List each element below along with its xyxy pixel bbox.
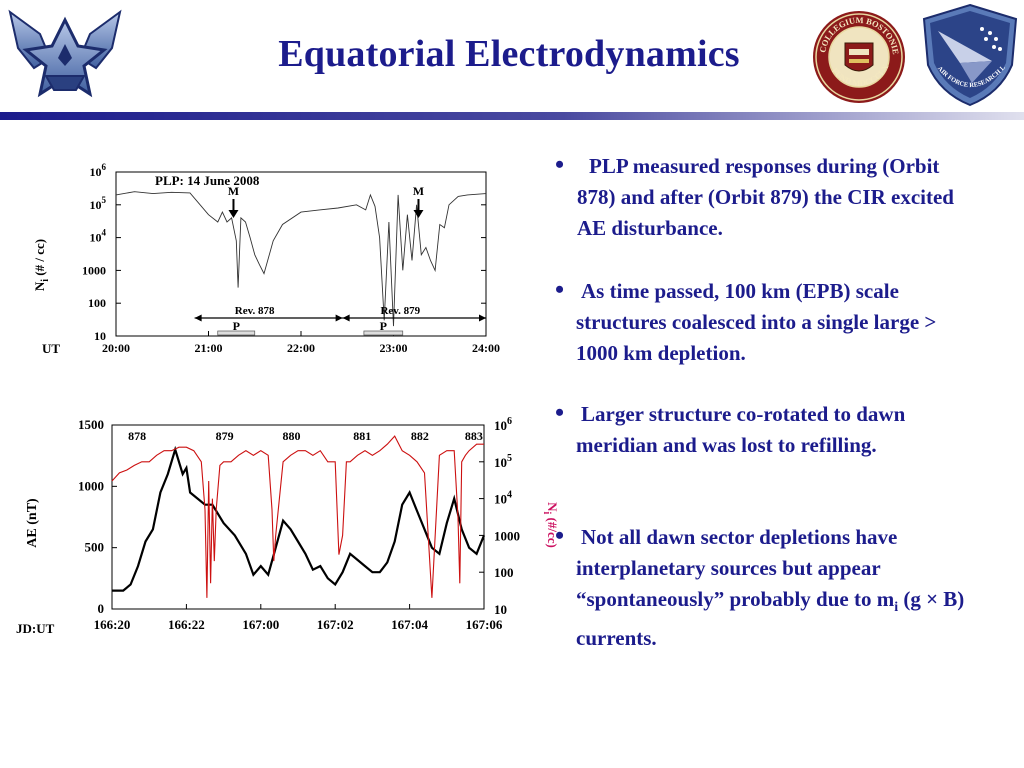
- orbit-label: 882: [411, 429, 429, 443]
- x-tick-label: 166:22: [168, 617, 205, 632]
- revolution-arrowhead: [194, 314, 202, 322]
- bullet-text: As time passed, 100 km (EPB) scale struc…: [576, 279, 937, 365]
- y-tick-label: 105: [90, 195, 107, 212]
- bullet-dot-icon: •: [555, 150, 565, 179]
- x-tick-label: 20:00: [102, 341, 130, 355]
- ae-trace: [112, 445, 486, 592]
- y-tick-label: 1000: [78, 478, 104, 493]
- x-tick-label: 23:00: [380, 341, 408, 355]
- bullet-dot-icon: •: [555, 521, 565, 550]
- orbit-label: 883: [465, 429, 483, 443]
- pass-bar: [217, 330, 256, 336]
- event-marker-label: M: [228, 184, 239, 198]
- pass-marker-label: P: [380, 319, 387, 333]
- y2-tick-label: 106: [494, 416, 512, 433]
- x-axis-label: JD:UT: [16, 621, 55, 636]
- y-axis-label: AE (nT): [25, 498, 40, 548]
- x-axis-label: UT: [42, 341, 60, 356]
- boston-college-seal: COLLEGIUM BOSTONIENSE FUND MDCCCLXIII: [811, 9, 905, 103]
- pass-marker-label: P: [233, 319, 240, 333]
- density-trace: [115, 191, 487, 327]
- revolution-label: Rev. 879: [380, 305, 420, 317]
- revolution-arrowhead: [342, 314, 350, 322]
- y-tick-label: 106: [90, 162, 107, 179]
- bullet-3: • Larger structure co-rotated to dawn me…: [555, 398, 975, 461]
- bullet-1: • PLP measured responses during (Orbit 8…: [555, 150, 975, 244]
- y-tick-label: 1000: [82, 263, 106, 277]
- revolution-label: Rev. 878: [235, 305, 275, 317]
- revolution-arrowhead: [335, 314, 343, 322]
- y2-tick-label: 1000: [494, 528, 520, 543]
- bullet-text: Not all dawn sector depletions have inte…: [576, 525, 898, 611]
- y-tick-label: 0: [98, 601, 105, 616]
- y2-axis-label: Ni (#/cc): [541, 502, 560, 548]
- orbit-label: 878: [128, 429, 146, 443]
- orbit-label: 881: [353, 429, 371, 443]
- header-divider: [0, 112, 1024, 120]
- bullet-dot-icon: •: [555, 398, 565, 427]
- bullet-text-tail: (g × B) currents.: [576, 587, 965, 651]
- plot-frame: [111, 424, 485, 610]
- x-tick-label: 24:00: [472, 341, 500, 355]
- bullet-dot-icon: •: [555, 275, 565, 304]
- chart-title: PLP: 14 June 2008: [155, 173, 260, 188]
- x-tick-label: 167:02: [317, 617, 354, 632]
- bullet-text: PLP measured responses during (Orbit 878…: [577, 154, 954, 240]
- x-tick-label: 167:04: [391, 617, 428, 632]
- x-tick-label: 21:00: [195, 341, 223, 355]
- y2-tick-label: 104: [494, 490, 512, 507]
- orbit-label: 879: [216, 429, 234, 443]
- x-tick-label: 167:00: [242, 617, 279, 632]
- x-tick-label: 166:20: [94, 617, 131, 632]
- plot-frame: [115, 171, 487, 337]
- event-marker-arrowhead: [228, 210, 239, 218]
- plp-density-chart: 10 100 1000 104 105 106 20:00 21:00 22:00 23:00 24…: [32, 162, 500, 356]
- event-marker-arrowhead: [413, 210, 424, 218]
- y-tick-label: 500: [85, 540, 105, 555]
- y-tick-label: 1500: [78, 417, 104, 432]
- bullet-text: Larger structure co-rotated to dawn meri…: [576, 402, 906, 457]
- us-air-force-wings-logo: [8, 9, 122, 98]
- air-force-research-laboratory-logo: AIR FORCE RESEARCH LABORATORY: [920, 3, 1018, 107]
- y-tick-label: 104: [90, 228, 107, 245]
- x-tick-label: 167:06: [466, 617, 503, 632]
- bullet-2: • As time passed, 100 km (EPB) scale str…: [555, 275, 975, 369]
- y-tick-label: 10: [94, 329, 106, 343]
- event-marker-label: M: [413, 184, 424, 198]
- y2-tick-label: 100: [494, 565, 514, 580]
- ae-density-chart: 0 500 1000 1500 10 100 1000 104 105 106 166:20 166:…: [16, 416, 560, 636]
- revolution-arrowhead: [479, 314, 486, 322]
- page-title: Equatorial Electrodynamics: [278, 33, 740, 75]
- orbit-label: 880: [283, 429, 301, 443]
- density-trace: [111, 435, 484, 598]
- bullet-4: • Not all dawn sector depletions have in…: [555, 521, 975, 654]
- y-tick-label: 100: [88, 296, 106, 310]
- y-axis-label: Ni (# / cc): [32, 239, 51, 291]
- x-tick-label: 22:00: [287, 341, 315, 355]
- y2-tick-label: 105: [494, 453, 512, 470]
- pass-bar: [363, 330, 404, 336]
- y2-tick-label: 10: [494, 602, 507, 617]
- bullet-subscript: i: [894, 600, 899, 616]
